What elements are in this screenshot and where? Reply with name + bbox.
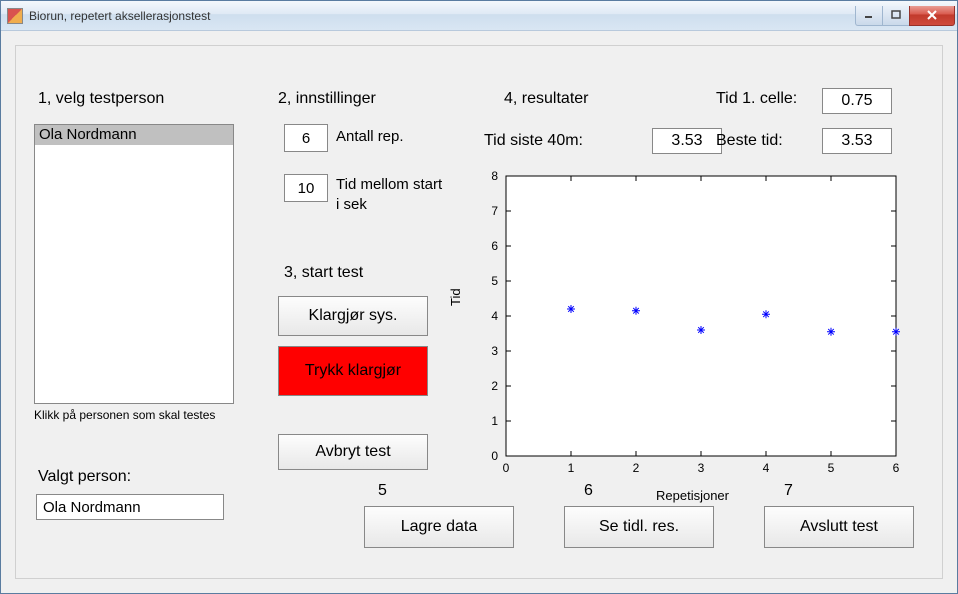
- antall-rep-input[interactable]: [284, 124, 328, 152]
- avbryt-test-button[interactable]: Avbryt test: [278, 434, 428, 470]
- tid-mellom-label-1: Tid mellom start: [336, 176, 442, 193]
- beste-label: Beste tid:: [716, 132, 783, 150]
- lagre-data-button[interactable]: Lagre data: [364, 506, 514, 548]
- trykk-klargjor-button[interactable]: Trykk klargjør: [278, 346, 428, 396]
- main-panel: 1, velg testperson Ola Nordmann Klikk på…: [15, 45, 943, 579]
- results-chart: 0 1 2 3 4 5 6 0 1 2 3 4 5 6 7 8: [466, 166, 906, 486]
- bottom-num-5: 5: [378, 482, 387, 500]
- client-area: 1, velg testperson Ola Nordmann Klikk på…: [1, 31, 957, 593]
- avslutt-test-button[interactable]: Avslutt test: [764, 506, 914, 548]
- chart-ylabel: Tid: [448, 288, 463, 306]
- section1-heading: 1, velg testperson: [38, 90, 164, 108]
- svg-text:4: 4: [763, 461, 770, 475]
- svg-text:3: 3: [698, 461, 705, 475]
- listbox-help-text: Klikk på personen som skal testes: [34, 408, 215, 422]
- app-icon: [7, 8, 23, 24]
- siste40-label: Tid siste 40m:: [484, 132, 583, 150]
- bottom-num-7: 7: [784, 482, 793, 500]
- tid1-value: 0.75: [822, 88, 892, 114]
- klargjor-button[interactable]: Klargjør sys.: [278, 296, 428, 336]
- tid1-label: Tid 1. celle:: [716, 90, 797, 108]
- person-listbox[interactable]: Ola Nordmann: [34, 124, 234, 404]
- svg-text:1: 1: [568, 461, 575, 475]
- svg-text:2: 2: [491, 379, 498, 393]
- section3-heading: 3, start test: [284, 264, 363, 282]
- section4-heading: 4, resultater: [504, 90, 588, 108]
- window-controls: [856, 6, 955, 26]
- antall-rep-label: Antall rep.: [336, 128, 404, 145]
- svg-text:7: 7: [491, 204, 498, 218]
- titlebar: Biorun, repetert aksellerasjonstest: [1, 1, 957, 31]
- svg-text:0: 0: [503, 461, 510, 475]
- svg-text:6: 6: [491, 239, 498, 253]
- selected-person-input[interactable]: [36, 494, 224, 520]
- svg-text:5: 5: [491, 274, 498, 288]
- tid-mellom-input[interactable]: [284, 174, 328, 202]
- tid-mellom-label-2: i sek: [336, 196, 367, 213]
- bottom-num-6: 6: [584, 482, 593, 500]
- svg-text:2: 2: [633, 461, 640, 475]
- beste-value: 3.53: [822, 128, 892, 154]
- svg-text:1: 1: [491, 414, 498, 428]
- close-button[interactable]: [909, 6, 955, 26]
- svg-text:4: 4: [491, 309, 498, 323]
- app-window: Biorun, repetert aksellerasjonstest 1, v…: [0, 0, 958, 594]
- section2-heading: 2, innstillinger: [278, 90, 376, 108]
- svg-text:6: 6: [893, 461, 900, 475]
- list-item[interactable]: Ola Nordmann: [35, 125, 233, 145]
- chart-xlabel: Repetisjoner: [656, 488, 729, 503]
- window-title: Biorun, repetert aksellerasjonstest: [29, 9, 856, 23]
- minimize-button[interactable]: [855, 6, 883, 26]
- selected-person-label: Valgt person:: [38, 468, 131, 486]
- se-tidl-res-button[interactable]: Se tidl. res.: [564, 506, 714, 548]
- maximize-button[interactable]: [882, 6, 910, 26]
- svg-text:0: 0: [491, 449, 498, 463]
- svg-text:5: 5: [828, 461, 835, 475]
- siste40-value: 3.53: [652, 128, 722, 154]
- svg-text:8: 8: [491, 169, 498, 183]
- svg-text:3: 3: [491, 344, 498, 358]
